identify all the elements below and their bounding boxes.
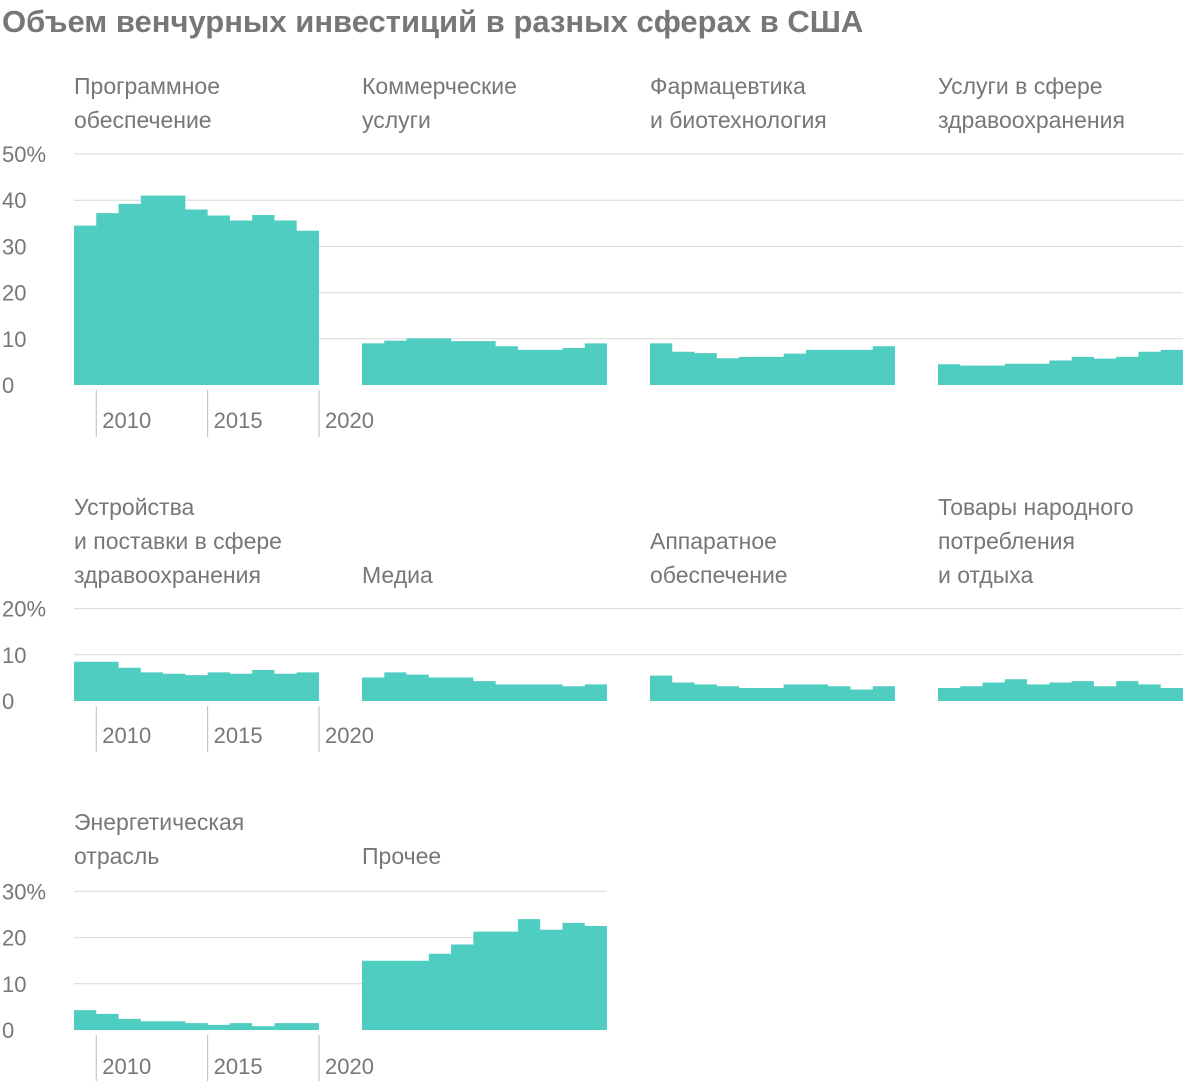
panel-title-line: Коммерческие bbox=[362, 73, 517, 99]
y-tick-label: 30 bbox=[2, 234, 26, 259]
x-tick-label: 2015 bbox=[214, 408, 263, 433]
panel-title-line: обеспечение bbox=[650, 562, 788, 588]
x-tick-label: 2010 bbox=[102, 723, 151, 748]
series-area bbox=[938, 349, 1183, 385]
series-area bbox=[74, 1010, 319, 1030]
y-tick-label: 20% bbox=[2, 597, 46, 622]
y-tick-label: 20 bbox=[2, 281, 26, 306]
y-tick-label: 50% bbox=[2, 142, 46, 167]
x-tick-label: 2015 bbox=[214, 1054, 263, 1079]
series-area bbox=[362, 919, 607, 1030]
panel-title-line: Прочее bbox=[362, 843, 441, 869]
panel: Товары народного потребления и отдыха bbox=[938, 494, 1183, 701]
chart-rows: 50%403020100ПрограммноеобеспечениеКоммер… bbox=[2, 73, 1183, 1081]
series-area bbox=[938, 679, 1183, 701]
panel-title-line: Товары народного bbox=[938, 494, 1134, 520]
panel-title-line: Устройства bbox=[74, 494, 195, 520]
panel-title-line: здравоохранения bbox=[938, 107, 1125, 133]
x-tick-label: 2015 bbox=[214, 723, 263, 748]
y-tick-label: 0 bbox=[2, 689, 14, 714]
panel-title-line: и поставки в сфере bbox=[74, 528, 282, 554]
panel-title-line: отрасль bbox=[74, 843, 159, 869]
panel-title-line: и биотехнология bbox=[650, 107, 827, 133]
panel-title-line: Энергетическая bbox=[74, 809, 244, 835]
x-tick-label: 2010 bbox=[102, 1054, 151, 1079]
panel: Прочее bbox=[362, 843, 607, 1030]
panel: Медиа bbox=[362, 562, 607, 701]
series-area bbox=[650, 675, 895, 701]
panel-title-line: Услуги в сфере bbox=[938, 73, 1103, 99]
y-tick-label: 10 bbox=[2, 643, 26, 668]
series-area bbox=[650, 343, 895, 385]
chart-row-1: 50%403020100ПрограммноеобеспечениеКоммер… bbox=[2, 73, 1183, 437]
chart-row-2: 20% 10 0 Устройства и поставки в сфере здраво… bbox=[2, 494, 1183, 752]
panel: Программное обеспечение bbox=[74, 73, 319, 385]
x-tick-label: 2020 bbox=[325, 1054, 374, 1079]
panel: Коммерческие услуги bbox=[362, 73, 607, 385]
y-tick-label: 10 bbox=[2, 327, 26, 352]
panel-title-line: Аппаратное bbox=[650, 528, 777, 554]
chart-title: Объем венчурных инвестиций в разных сфер… bbox=[2, 4, 863, 39]
panel: Устройства и поставки в сфере здравоохране… bbox=[74, 494, 319, 701]
y-tick-label: 0 bbox=[2, 373, 14, 398]
panel-title-line: и отдыха bbox=[938, 562, 1033, 588]
panel: Услуги в сфере здравоохранения bbox=[938, 73, 1183, 385]
panel-title-line: Медиа bbox=[362, 562, 433, 588]
panel-title-line: обеспечение bbox=[74, 107, 212, 133]
y-tick-label: 30% bbox=[2, 879, 46, 904]
series-area bbox=[362, 338, 607, 385]
x-tick-label: 2020 bbox=[325, 408, 374, 433]
panel: Фармацевтика и биотехнология bbox=[650, 73, 895, 385]
y-tick-label: 0 bbox=[2, 1018, 14, 1043]
x-tick-label: 2020 bbox=[325, 723, 374, 748]
panel-title-line: здравоохранения bbox=[74, 562, 261, 588]
y-tick-label: 20 bbox=[2, 926, 26, 951]
x-tick-label: 2010 bbox=[102, 408, 151, 433]
y-tick-label: 40 bbox=[2, 188, 26, 213]
panel-title-line: потребления bbox=[938, 528, 1075, 554]
series-area bbox=[362, 672, 607, 701]
y-tick-label: 10 bbox=[2, 972, 26, 997]
panel: Аппаратное обеспечение bbox=[650, 528, 895, 701]
panel-title-line: Фармацевтика bbox=[650, 73, 806, 99]
series-area bbox=[74, 661, 319, 701]
panel: Энергетическая отрасль bbox=[74, 809, 319, 1030]
panel-title-line: услуги bbox=[362, 107, 431, 133]
series-area bbox=[74, 195, 319, 385]
panel-title-line: Программное bbox=[74, 73, 220, 99]
